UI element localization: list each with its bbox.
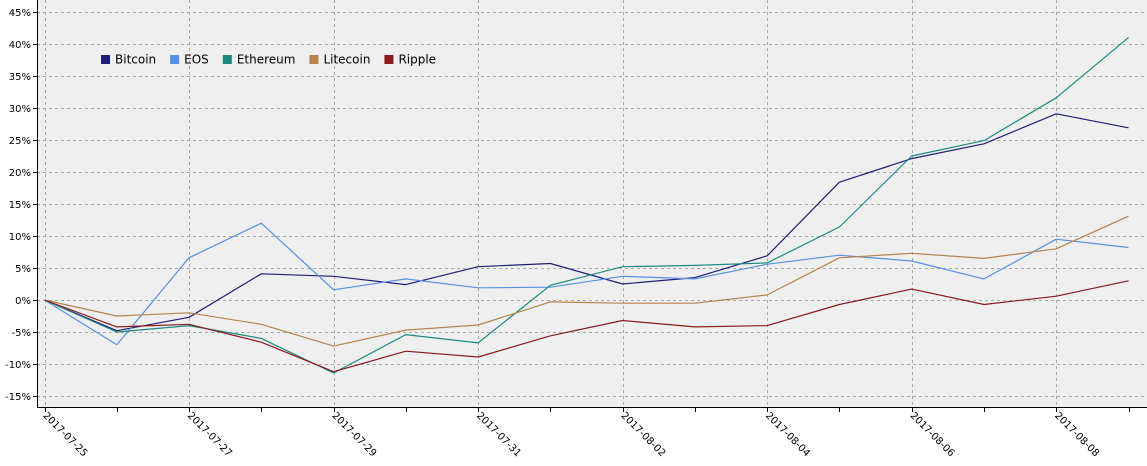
y-tick-label: 5% bbox=[15, 264, 31, 275]
y-tick-label: 10% bbox=[9, 232, 31, 243]
y-tick-label: 25% bbox=[9, 136, 31, 147]
y-tick-label: 20% bbox=[9, 168, 31, 179]
x-tick-label: 2017-07-27 bbox=[185, 410, 234, 459]
y-tick-label: 45% bbox=[9, 8, 31, 19]
y-tick-label: 40% bbox=[9, 40, 31, 51]
y-axis: -15% -10% -5% 0% 5% 10% 15% 20% 25% 30% 35% 40% 45% bbox=[5, 8, 37, 403]
legend-label-ethereum: Ethereum bbox=[237, 53, 296, 67]
x-tick-label: 2017-07-29 bbox=[329, 410, 378, 459]
x-axis: 2017-07-25 2017-07-27 2017-07-29 2017-07-31… bbox=[40, 407, 1130, 459]
series-lines bbox=[44, 37, 1129, 374]
legend-label-ripple: Ripple bbox=[398, 53, 436, 67]
legend-swatch-bitcoin bbox=[101, 55, 110, 64]
y-tick-label: 15% bbox=[9, 200, 31, 211]
series-line-ripple bbox=[44, 280, 1129, 373]
series-line-bitcoin bbox=[44, 113, 1129, 332]
x-tick-label: 2017-08-08 bbox=[1052, 410, 1101, 459]
x-tick-label: 2017-08-06 bbox=[908, 410, 957, 459]
legend-swatch-eos bbox=[170, 55, 180, 64]
x-gridlines bbox=[45, 0, 1057, 407]
y-gridlines bbox=[37, 12, 1147, 397]
x-tick-label: 2017-07-25 bbox=[40, 410, 89, 459]
legend-swatch-litecoin bbox=[309, 55, 319, 64]
legend: Bitcoin EOS Ethereum Litecoin Ripple bbox=[101, 53, 436, 67]
y-tick-label: -15% bbox=[5, 392, 31, 403]
y-tick-label: 0% bbox=[15, 296, 31, 307]
plot-background bbox=[37, 0, 1147, 407]
x-tick-label: 2017-08-02 bbox=[619, 410, 668, 459]
y-tick-label: -5% bbox=[12, 328, 31, 339]
y-tick-label: -10% bbox=[5, 360, 31, 371]
y-tick-label: 30% bbox=[9, 104, 31, 115]
x-tick-label: 2017-07-31 bbox=[474, 410, 523, 459]
x-tick-label: 2017-08-04 bbox=[763, 410, 812, 459]
legend-swatch-ripple bbox=[384, 55, 394, 64]
y-tick-label: 35% bbox=[9, 72, 31, 83]
legend-label-litecoin: Litecoin bbox=[323, 53, 370, 67]
legend-label-bitcoin: Bitcoin bbox=[115, 53, 156, 67]
series-line-eos bbox=[44, 222, 1129, 346]
legend-swatch-ethereum bbox=[222, 55, 232, 64]
legend-label-eos: EOS bbox=[184, 53, 209, 67]
series-line-ethereum bbox=[44, 37, 1129, 374]
series-line-litecoin bbox=[44, 215, 1129, 347]
